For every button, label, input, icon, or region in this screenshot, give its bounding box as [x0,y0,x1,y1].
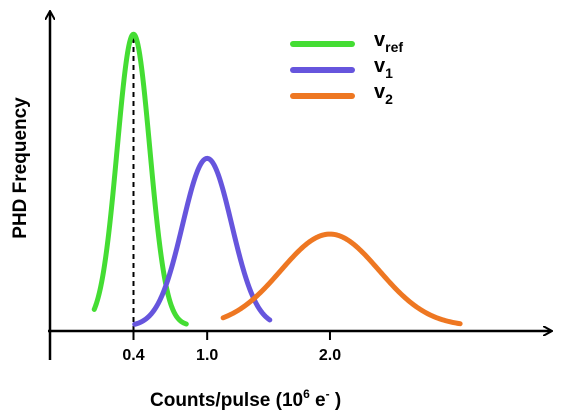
series-curves [91,31,463,327]
series-curve-v-1 [132,155,273,327]
x-axis-label-exponent: 6 [303,387,310,401]
legend-label-1: v1 [374,55,393,81]
x-axis-label-main: Counts/pulse (10 [150,390,303,411]
x-ticks: 0.4 1.0 2.0 [122,331,341,364]
x-axis-label-unit: e [310,390,326,411]
x-tick-label-2: 2.0 [319,347,341,364]
y-axis-label: PHD Frequency [10,97,31,239]
legend-label-2: v2 [374,81,393,107]
x-axis-label-close: ) [330,390,342,411]
series-curve-v-ref [91,31,189,327]
legend-label-0: vref [374,29,403,55]
axes [48,12,551,360]
x-tick-label-1: 1.0 [196,347,218,364]
x-tick-label-0: 0.4 [122,347,144,364]
x-axis-label-unit-charge: - [326,387,330,401]
x-axis-label: Counts/pulse (106 e- ) [150,387,341,411]
series-curve-v-2 [220,231,463,327]
